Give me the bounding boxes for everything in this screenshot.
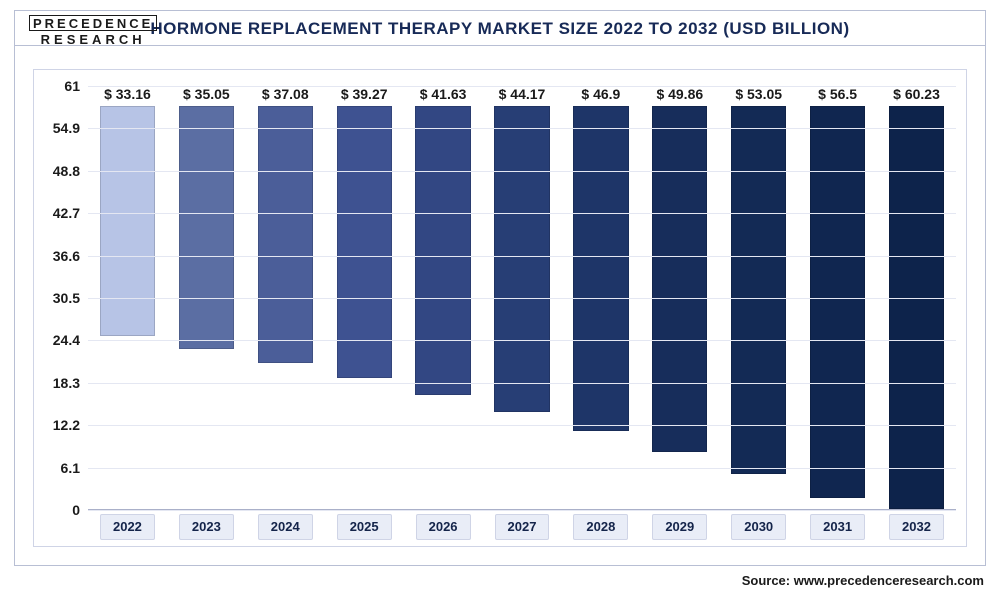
y-tick-label: 24.4 [40, 332, 80, 348]
y-tick-label: 42.7 [40, 205, 80, 221]
bar [494, 106, 549, 412]
grid-line: 12.2 [88, 425, 956, 426]
x-axis-label: 2028 [573, 514, 628, 540]
bar-value-label: $ 60.23 [893, 86, 940, 102]
chart-title: HORMONE REPLACEMENT THERAPY MARKET SIZE … [15, 19, 985, 39]
x-axis-label: 2029 [652, 514, 707, 540]
x-axis-labels: 2022 2023 2024 2025 2026 2027 2028 2029 2030 2031… [88, 514, 956, 540]
grid-line: 6.1 [88, 468, 956, 469]
x-label-slot: 2027 [483, 514, 562, 540]
bar [810, 106, 865, 498]
bar [258, 106, 313, 363]
grid-line: 24.4 [88, 340, 956, 341]
y-tick-label: 36.6 [40, 248, 80, 264]
x-axis-label: 2030 [731, 514, 786, 540]
x-label-slot: 2024 [246, 514, 325, 540]
grid-line: 30.5 [88, 298, 956, 299]
source-attribution: Source: www.precedenceresearch.com [742, 573, 984, 588]
bar [415, 106, 470, 395]
grid-line: 18.3 [88, 383, 956, 384]
x-axis-label: 2022 [100, 514, 155, 540]
bar [731, 106, 786, 474]
x-axis-label: 2023 [179, 514, 234, 540]
chart-frame: PRECEDENCE RESEARCH HORMONE REPLACEMENT … [14, 10, 986, 566]
plot-container: $ 33.16 $ 35.05 $ 37.08 $ 39.27 $ 41.63 $ 44.… [33, 69, 967, 547]
x-axis-label: 2026 [416, 514, 471, 540]
x-label-slot: 2030 [719, 514, 798, 540]
x-label-slot: 2023 [167, 514, 246, 540]
x-axis-label: 2024 [258, 514, 313, 540]
bar [100, 106, 155, 336]
y-tick-label: 18.3 [40, 375, 80, 391]
logo-line1: PRECEDENCE [29, 15, 157, 31]
grid-line: 54.9 [88, 128, 956, 129]
grid-line: 42.7 [88, 213, 956, 214]
y-tick-label: 12.2 [40, 417, 80, 433]
y-tick-label: 6.1 [40, 460, 80, 476]
x-label-slot: 2022 [88, 514, 167, 540]
bar-value-label: $ 41.63 [420, 86, 467, 102]
x-label-slot: 2028 [561, 514, 640, 540]
logo-line2: RESEARCH [29, 33, 157, 46]
y-tick-label: 48.8 [40, 163, 80, 179]
bar-value-label: $ 37.08 [262, 86, 309, 102]
bar-value-label: $ 53.05 [735, 86, 782, 102]
x-label-slot: 2026 [404, 514, 483, 540]
x-label-slot: 2032 [877, 514, 956, 540]
x-label-slot: 2025 [325, 514, 404, 540]
bar-value-label: $ 56.5 [818, 86, 857, 102]
x-axis-label: 2025 [337, 514, 392, 540]
bar-value-label: $ 39.27 [341, 86, 388, 102]
bar [337, 106, 392, 378]
y-tick-label: 61 [40, 78, 80, 94]
grid-line: 36.6 [88, 256, 956, 257]
x-label-slot: 2029 [640, 514, 719, 540]
bar-value-label: $ 35.05 [183, 86, 230, 102]
bar-value-label: $ 46.9 [581, 86, 620, 102]
bar [652, 106, 707, 452]
grid-line: 48.8 [88, 171, 956, 172]
bar [179, 106, 234, 349]
x-axis-label: 2027 [495, 514, 550, 540]
x-axis-label: 2031 [810, 514, 865, 540]
plot-area: $ 33.16 $ 35.05 $ 37.08 $ 39.27 $ 41.63 $ 44.… [88, 86, 956, 510]
y-tick-label: 54.9 [40, 120, 80, 136]
x-axis-label: 2032 [889, 514, 944, 540]
bar-value-label: $ 49.86 [656, 86, 703, 102]
y-tick-label: 30.5 [40, 290, 80, 306]
header-bar: PRECEDENCE RESEARCH HORMONE REPLACEMENT … [15, 11, 985, 46]
bar [889, 106, 944, 509]
bar-value-label: $ 44.17 [499, 86, 546, 102]
bar-value-label: $ 33.16 [104, 86, 151, 102]
y-tick-label: 0 [40, 502, 80, 518]
grid-line: 0 [88, 510, 956, 511]
brand-logo: PRECEDENCE RESEARCH [29, 15, 157, 46]
grid-line: 61 [88, 86, 956, 87]
x-label-slot: 2031 [798, 514, 877, 540]
